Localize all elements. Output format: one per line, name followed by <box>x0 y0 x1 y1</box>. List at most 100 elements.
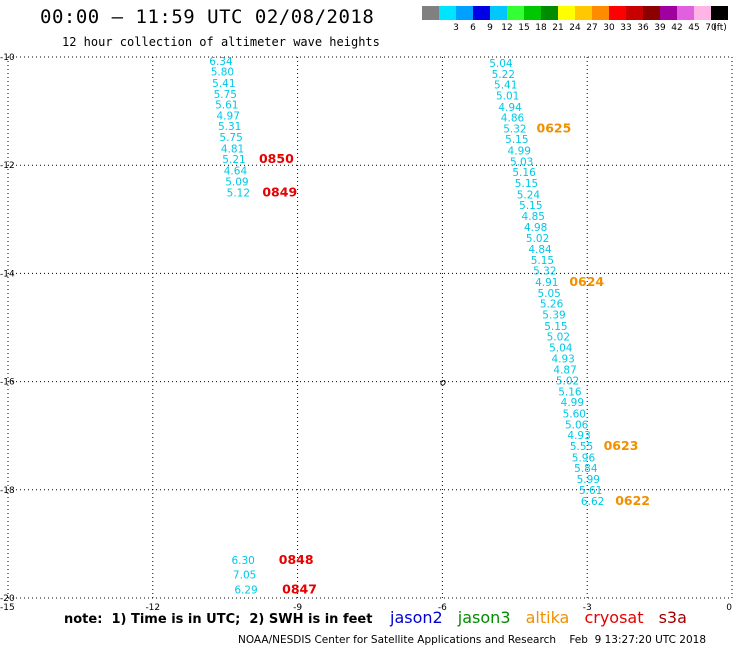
wave-height-label: 4.91 <box>535 277 558 289</box>
y-tick-label: -20 <box>0 594 15 604</box>
time-label: 0622 <box>615 493 650 508</box>
colorbar-swatch <box>541 6 558 20</box>
time-label: 0847 <box>282 581 317 596</box>
wave-height-label: 5.41 <box>212 78 235 90</box>
wave-height-label: 5.15 <box>544 321 567 333</box>
colorbar-swatch <box>694 6 711 20</box>
wave-height-label: 5.39 <box>542 310 565 322</box>
center-mark: o <box>440 378 446 389</box>
wave-height-label: 5.15 <box>531 255 554 267</box>
wave-height-label: 4.94 <box>498 102 522 114</box>
colorbar-tick-label: 24 <box>569 23 581 33</box>
colorbar-tick-label: 18 <box>535 23 547 33</box>
wave-height-label: 5.15 <box>519 200 542 212</box>
wave-height-label: 5.03 <box>510 156 533 168</box>
wave-height-label: 5.41 <box>494 80 517 92</box>
colorbar-swatch <box>711 6 728 20</box>
wave-height-label: 5.80 <box>211 67 234 79</box>
wave-height-label: 5.60 <box>563 409 586 421</box>
chart-subtitle: 12 hour collection of altimeter wave hei… <box>62 35 380 49</box>
wave-height-label: 5.21 <box>222 154 245 166</box>
wave-height-label: 4.64 <box>224 166 248 178</box>
legend-s3a: s3a <box>658 608 687 627</box>
grid <box>7 56 733 599</box>
wave-height-label: 4.93 <box>551 353 574 365</box>
colorbar-swatch <box>439 6 456 20</box>
wave-height-label: 6.29 <box>234 584 257 596</box>
time-label: 0850 <box>259 151 294 166</box>
legend-cryosat: cryosat <box>584 608 644 627</box>
colorbar-swatch <box>456 6 473 20</box>
satellite-legend: jason2 jason3 altika cryosat s3a <box>390 608 697 627</box>
wave-height-label: 7.05 <box>233 570 256 582</box>
wave-height-label: 5.12 <box>227 187 250 199</box>
colorbar-swatch <box>575 6 592 20</box>
wave-height-label: 6.30 <box>231 555 254 567</box>
time-label: 0623 <box>604 438 639 453</box>
colorbar-tick-label: 36 <box>637 23 649 33</box>
wave-height-label: 5.04 <box>489 58 513 70</box>
wave-height-label: 5.02 <box>556 376 579 388</box>
wave-height-label: 6.34 <box>209 56 233 68</box>
wave-height-label: 4.97 <box>217 110 240 122</box>
wave-height-label: 4.99 <box>508 146 531 158</box>
legend-jason2: jason2 <box>390 608 443 627</box>
colorbar-swatch <box>490 6 507 20</box>
wave-height-label: 6.62 <box>581 496 604 508</box>
wave-height-label: 5.75 <box>219 132 242 144</box>
colorbar-tick-label: 33 <box>620 23 631 33</box>
wave-height-label: 5.15 <box>505 134 528 146</box>
colorbar-swatch <box>643 6 660 20</box>
wave-height-label: 5.15 <box>515 178 538 190</box>
wave-height-label: 5.99 <box>577 474 600 486</box>
wave-height-label: 4.87 <box>553 365 576 377</box>
x-tick-label: -12 <box>145 603 160 613</box>
colorbar-swatch <box>677 6 694 20</box>
colorbar-swatch <box>609 6 626 20</box>
wave-height-label: 5.32 <box>533 266 556 278</box>
wave-height-label: 5.61 <box>215 100 238 112</box>
wave-height-label: 5.84 <box>574 463 598 475</box>
wave-height-label: 5.05 <box>537 288 560 300</box>
colorbar-swatch <box>660 6 677 20</box>
colorbar-tick-label: 30 <box>603 23 615 33</box>
wave-height-label: 5.24 <box>517 189 541 201</box>
wave-height-label: 4.98 <box>524 222 547 234</box>
colorbar-tick-label: 42 <box>671 23 682 33</box>
wave-height-label: 4.86 <box>501 113 525 125</box>
wave-height-label: 5.16 <box>558 386 582 398</box>
wave-height-label: 4.85 <box>522 211 545 223</box>
colorbar-tick-label: 9 <box>487 23 493 33</box>
x-tick-label: -9 <box>293 603 302 613</box>
wave-height-label: 5.96 <box>572 452 596 464</box>
y-tick-label: -14 <box>0 269 15 279</box>
wave-height-label: 5.09 <box>225 176 248 188</box>
colorbar-tick-label: 12 <box>501 23 512 33</box>
wave-height-label: 4.93 <box>567 430 590 442</box>
wave-height-labels: 6.345.805.415.755.614.975.315.754.815.21… <box>209 56 604 597</box>
wave-height-label: 5.22 <box>492 69 515 81</box>
colorbar-swatch <box>626 6 643 20</box>
wave-height-label: 5.06 <box>565 419 589 431</box>
colorbar-tick-label: 45 <box>688 23 699 33</box>
y-tick-label: -12 <box>0 161 15 171</box>
legend-altika: altika <box>525 608 570 627</box>
chart-title: 00:00 – 11:59 UTC 02/08/2018 <box>40 6 375 28</box>
time-label: 0849 <box>262 184 297 199</box>
x-tick-label: -15 <box>0 603 15 613</box>
wave-height-label: 5.55 <box>570 441 593 453</box>
colorbar-tick-label: 21 <box>552 23 563 33</box>
wave-height-label: 4.81 <box>221 143 244 155</box>
time-labels: 0850 0849 0848 0847 0625 0624 0623 0622 <box>259 120 650 596</box>
footer-note: note: 1) Time is in UTC; 2) SWH is in fe… <box>64 612 373 627</box>
colorbar-swatch <box>422 6 439 20</box>
wave-height-label: 5.26 <box>540 299 564 311</box>
wave-height-label: 5.16 <box>512 167 536 179</box>
legend-jason3: jason3 <box>457 608 511 627</box>
wave-height-label: 5.02 <box>547 332 570 344</box>
time-label: 0848 <box>279 552 314 567</box>
x-tick-label: -6 <box>438 603 447 613</box>
y-tick-label: -10 <box>0 53 15 63</box>
colorbar-tick-label: 6 <box>470 23 476 33</box>
colorbar-tick-label: 3 <box>453 23 459 33</box>
